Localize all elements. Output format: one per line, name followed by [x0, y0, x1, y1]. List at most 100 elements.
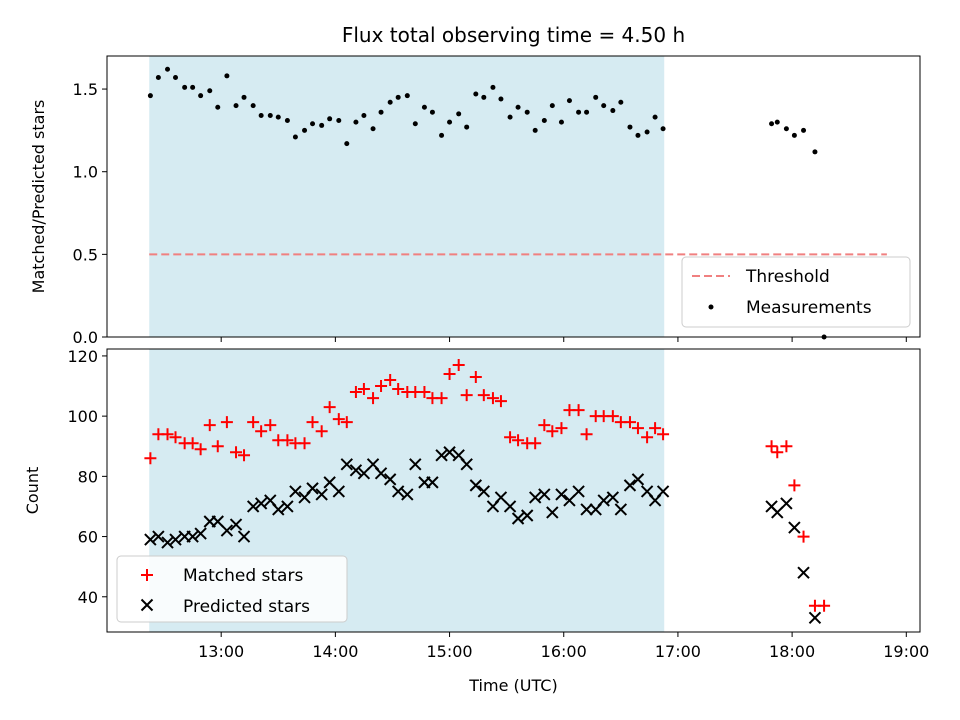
matched-star-point	[298, 437, 311, 450]
predicted-star-point	[469, 479, 483, 492]
matched-star-point	[169, 431, 182, 444]
count-legend: Matched stars Predicted stars	[116, 555, 348, 623]
legend-matched-label: Matched stars	[183, 566, 303, 586]
predicted-star-point	[152, 530, 165, 543]
matched-star-point	[435, 392, 448, 405]
matched-star-point	[367, 392, 380, 405]
measurement-point	[576, 109, 582, 115]
measurement-point	[353, 119, 359, 125]
measurement-point	[593, 94, 599, 100]
measurement-point	[327, 116, 333, 122]
matched-star-point	[418, 386, 431, 399]
matched-star-point	[546, 425, 559, 438]
matched-star-point	[306, 416, 319, 429]
matched-stars-points	[144, 358, 831, 612]
measurement-point	[421, 104, 427, 110]
count-axes-frame	[106, 348, 921, 633]
x-tick-label: 16:00	[541, 642, 587, 661]
measurement-point	[791, 132, 797, 138]
matched-star-point	[797, 530, 810, 543]
matched-star-point	[194, 443, 207, 456]
measurement-point	[310, 121, 316, 127]
measurement-point	[610, 108, 616, 114]
measurement-point	[344, 141, 350, 147]
predicted-star-point	[391, 485, 405, 498]
predicted-star-point	[272, 503, 285, 516]
matched-star-point	[144, 452, 157, 465]
matched-star-point	[649, 422, 662, 435]
predicted-star-point	[315, 488, 328, 501]
matched-star-point	[281, 434, 294, 447]
predicted-star-point	[797, 566, 810, 579]
legend-plus-marker	[141, 569, 153, 581]
matched-star-point	[771, 446, 784, 459]
ratio-legend-box	[681, 256, 911, 328]
measurement-point	[490, 84, 496, 90]
predicted-star-point	[340, 458, 353, 471]
y-tick-label: 120	[67, 347, 98, 366]
predicted-star-point	[169, 533, 182, 546]
measurement-point	[267, 113, 273, 119]
measurement-point	[769, 121, 775, 127]
measurement-point	[336, 117, 342, 123]
legend-measurements-swatch	[708, 304, 714, 310]
matched-star-point	[357, 383, 370, 396]
measurement-point	[319, 122, 325, 128]
matched-star-point	[186, 437, 199, 450]
predicted-star-point	[656, 485, 670, 498]
matched-star-point	[780, 440, 793, 453]
legend-predicted-swatch	[140, 598, 154, 612]
measurement-point	[224, 73, 230, 79]
matched-star-point	[580, 428, 593, 441]
measurement-point	[258, 113, 264, 119]
matched-star-point	[264, 419, 277, 432]
matched-star-point	[443, 367, 456, 380]
predicted-star-point	[254, 497, 268, 510]
matched-star-point	[315, 425, 328, 438]
measurement-point	[541, 117, 547, 123]
y-tick-label: 40	[78, 588, 98, 607]
predicted-star-point	[606, 491, 620, 504]
measurement-point	[370, 126, 376, 132]
matched-star-point	[332, 413, 345, 426]
ratio-y-axis-label: Matched/Predicted stars	[29, 100, 48, 294]
ratio-legend: Threshold Measurements	[681, 256, 911, 328]
predicted-star-point	[194, 527, 207, 540]
predicted-star-point	[229, 518, 243, 531]
matched-star-point	[247, 416, 260, 429]
measurement-point	[481, 94, 487, 100]
count-panel: 40 60 80 100 120 13:00 14:00 15:00 16:00 17:00 18…	[23, 347, 929, 695]
predicted-star-point	[788, 521, 801, 534]
predicted-star-point	[426, 476, 439, 489]
measurement-point	[387, 99, 393, 105]
y-tick-label: 1.0	[73, 163, 98, 182]
x-tick-label: 18:00	[769, 642, 815, 661]
matched-star-point	[211, 440, 224, 453]
x-tick-label: 19:00	[883, 642, 929, 661]
matched-star-point	[375, 380, 388, 393]
x-tick-label: 17:00	[655, 642, 701, 661]
measurement-point	[558, 119, 564, 125]
matched-star-point	[657, 428, 670, 441]
measurement-point	[549, 103, 555, 109]
matched-star-point	[460, 389, 473, 402]
measurement-point	[198, 93, 204, 99]
measurement-point	[627, 124, 633, 130]
measurement-point	[412, 121, 418, 127]
measurement-point	[464, 124, 470, 130]
ratio-x-ticks	[220, 337, 907, 342]
measurement-point	[241, 94, 247, 100]
legend-matched-swatch	[141, 569, 153, 581]
matched-star-point	[469, 370, 482, 383]
measurement-point	[190, 84, 196, 90]
measurement-point	[378, 109, 384, 115]
matched-star-point	[384, 374, 397, 387]
predicted-star-point	[349, 464, 363, 477]
predicted-star-point	[237, 530, 251, 543]
predicted-star-point	[443, 446, 456, 459]
matched-star-point	[623, 416, 636, 429]
predicted-star-point	[614, 503, 628, 516]
x-tick-label: 15:00	[427, 642, 473, 661]
predicted-star-point	[597, 494, 610, 507]
